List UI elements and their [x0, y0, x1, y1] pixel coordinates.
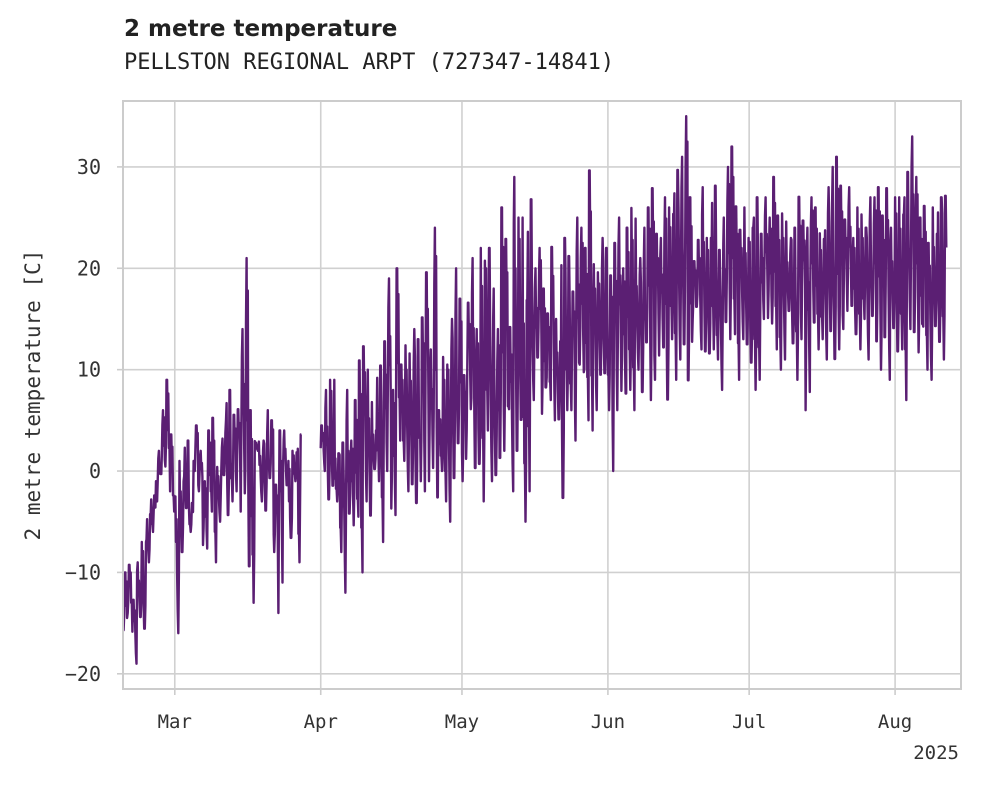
x-tick-label: Apr	[304, 711, 338, 733]
x-tick-labels: Mar Apr May Jun Jul Aug	[158, 689, 912, 733]
y-tick-label: 20	[77, 256, 101, 280]
x-tick-label: May	[445, 711, 479, 733]
x-tick-label: Aug	[878, 711, 912, 733]
temperature-series-line	[319, 115, 948, 594]
y-tick-label: 10	[77, 358, 101, 382]
y-tick-label: −10	[65, 560, 101, 584]
series-group	[122, 115, 948, 665]
x-tick-label: Mar	[158, 711, 192, 733]
y-tick-labels: −20 −10 0 10 20 30	[65, 155, 123, 686]
y-axis-label: 2 metre temperature [C]	[21, 250, 45, 541]
x-tick-label: Jun	[591, 711, 625, 733]
chart-title: 2 metre temperature	[124, 16, 398, 42]
temperature-series-line	[122, 256, 302, 665]
grid-lines	[123, 101, 961, 689]
x-year-label: 2025	[913, 742, 959, 764]
chart-subtitle: PELLSTON REGIONAL ARPT (727347-14841)	[124, 50, 615, 75]
x-tick-label: Jul	[732, 711, 766, 733]
plot-frame	[122, 100, 962, 690]
y-tick-label: 30	[77, 155, 101, 179]
y-tick-label: −20	[65, 662, 101, 686]
y-tick-label: 0	[89, 459, 101, 483]
